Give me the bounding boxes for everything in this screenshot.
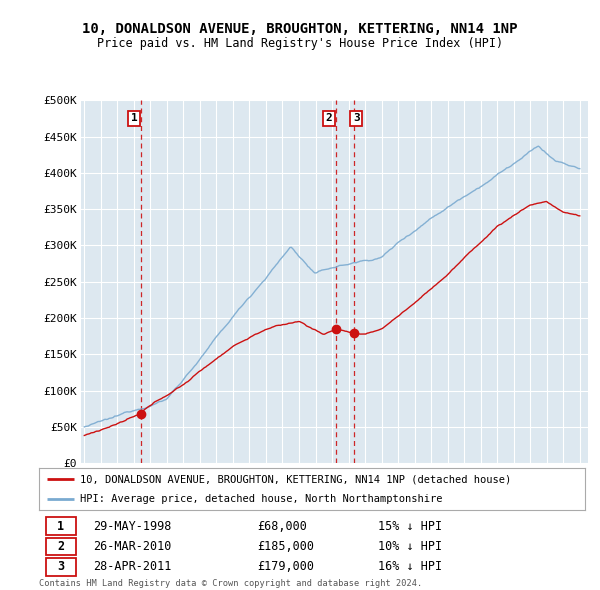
FancyBboxPatch shape xyxy=(46,537,76,555)
FancyBboxPatch shape xyxy=(46,517,76,535)
Text: Contains HM Land Registry data © Crown copyright and database right 2024.
This d: Contains HM Land Registry data © Crown c… xyxy=(39,579,422,590)
Text: 16% ↓ HPI: 16% ↓ HPI xyxy=(377,560,442,573)
Text: 3: 3 xyxy=(57,560,64,573)
Text: 15% ↓ HPI: 15% ↓ HPI xyxy=(377,520,442,533)
Text: £68,000: £68,000 xyxy=(257,520,307,533)
Text: £179,000: £179,000 xyxy=(257,560,314,573)
Text: 28-APR-2011: 28-APR-2011 xyxy=(94,560,172,573)
Text: 1: 1 xyxy=(57,520,64,533)
Text: HPI: Average price, detached house, North Northamptonshire: HPI: Average price, detached house, Nort… xyxy=(80,494,442,504)
Text: 10, DONALDSON AVENUE, BROUGHTON, KETTERING, NN14 1NP: 10, DONALDSON AVENUE, BROUGHTON, KETTERI… xyxy=(82,22,518,37)
FancyBboxPatch shape xyxy=(46,558,76,576)
Text: 2: 2 xyxy=(326,113,332,123)
Text: 29-MAY-1998: 29-MAY-1998 xyxy=(94,520,172,533)
Text: 26-MAR-2010: 26-MAR-2010 xyxy=(94,540,172,553)
Text: 2: 2 xyxy=(57,540,64,553)
Text: 10, DONALDSON AVENUE, BROUGHTON, KETTERING, NN14 1NP (detached house): 10, DONALDSON AVENUE, BROUGHTON, KETTERI… xyxy=(80,474,511,484)
Text: Price paid vs. HM Land Registry's House Price Index (HPI): Price paid vs. HM Land Registry's House … xyxy=(97,37,503,50)
Text: 3: 3 xyxy=(353,113,359,123)
Text: £185,000: £185,000 xyxy=(257,540,314,553)
Text: 1: 1 xyxy=(131,113,137,123)
Text: 10% ↓ HPI: 10% ↓ HPI xyxy=(377,540,442,553)
